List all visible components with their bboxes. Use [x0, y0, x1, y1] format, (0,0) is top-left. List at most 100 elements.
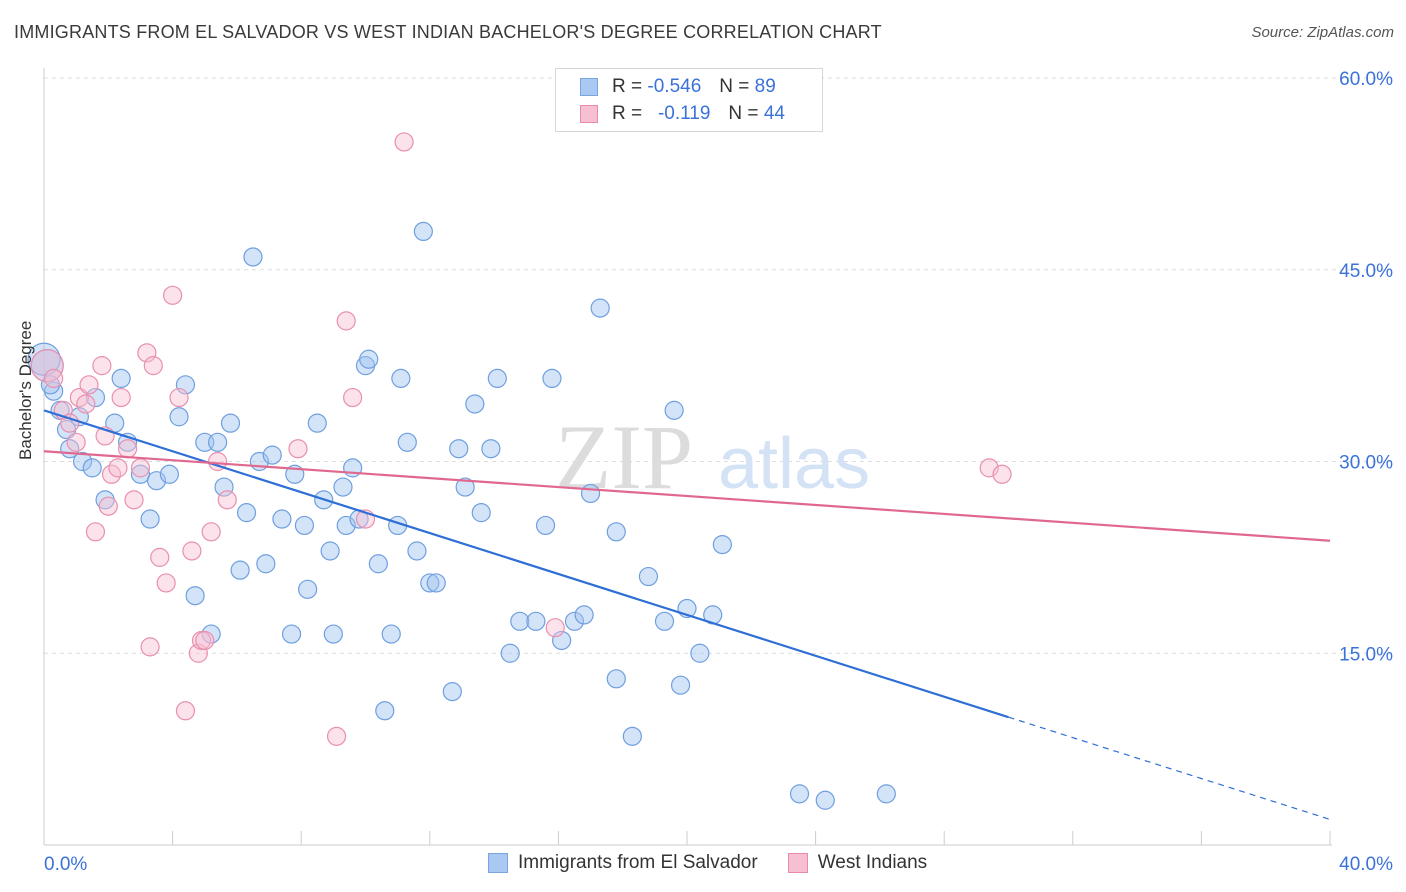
data-point	[130, 458, 151, 478]
data-point	[638, 566, 659, 587]
legend-item-el-salvador[interactable]: Immigrants from El Salvador	[488, 852, 758, 874]
data-point	[465, 394, 485, 414]
stats-row-west-indians: R = -0.119 N = 44	[580, 102, 785, 126]
r-label: R =	[612, 76, 643, 97]
data-point	[272, 509, 292, 529]
data-point	[343, 387, 363, 408]
y-axis-label: Bachelor's Degree	[16, 320, 35, 460]
data-point	[397, 432, 417, 452]
watermark-atlas: atlas	[718, 424, 870, 504]
data-point	[391, 368, 411, 389]
data-point	[394, 132, 414, 152]
x-tick-label: 0.0%	[44, 854, 87, 875]
data-point	[449, 439, 469, 459]
data-point	[30, 349, 64, 383]
n-value: 89	[754, 76, 776, 97]
data-point	[281, 624, 302, 644]
data-point	[580, 483, 601, 504]
data-point	[111, 368, 131, 389]
data-point	[407, 541, 427, 561]
data-point	[256, 554, 276, 574]
stats-legend: R = -0.546 N = 89 R = -0.119 N = 44	[555, 68, 823, 132]
r-value: -0.546	[647, 76, 702, 97]
data-point	[359, 349, 379, 369]
data-point	[236, 503, 257, 523]
data-point	[124, 490, 144, 510]
stats-swatch-blue	[580, 78, 598, 96]
data-point	[201, 522, 221, 542]
data-point	[169, 407, 189, 427]
stats-row-el-salvador: R = -0.546 N = 89	[580, 75, 776, 99]
data-point	[876, 784, 896, 804]
chart-title: IMMIGRANTS FROM EL SALVADOR VS WEST INDI…	[14, 22, 882, 42]
data-point	[60, 413, 80, 433]
data-point	[208, 432, 228, 452]
data-point	[230, 560, 250, 580]
data-point	[92, 356, 112, 376]
data-point	[420, 573, 440, 593]
data-point	[670, 675, 691, 695]
data-point	[82, 458, 102, 478]
data-point	[288, 439, 308, 459]
y-tick-label: 60.0%	[1339, 69, 1393, 90]
data-point	[169, 387, 189, 408]
data-point	[214, 477, 234, 497]
data-point	[262, 445, 282, 465]
data-point	[150, 547, 170, 567]
trend-line-1	[43, 450, 1331, 542]
data-point	[85, 522, 106, 542]
data-point	[368, 554, 388, 574]
data-point	[117, 439, 138, 459]
y-tick-label: 30.0%	[1339, 453, 1393, 474]
data-point	[487, 368, 507, 389]
y-tick-label: 15.0%	[1339, 644, 1393, 665]
data-point	[307, 413, 327, 433]
data-point	[320, 541, 340, 561]
legend-label: West Indians	[817, 852, 928, 873]
data-point	[175, 701, 196, 721]
series-0	[27, 221, 896, 810]
data-point	[664, 400, 684, 420]
trend-line-extension-0	[1008, 716, 1331, 821]
data-point	[79, 375, 99, 395]
data-point	[455, 477, 475, 497]
data-point	[481, 439, 501, 459]
data-point	[163, 285, 183, 305]
data-point	[471, 503, 491, 523]
data-point	[243, 247, 263, 267]
data-point	[140, 509, 160, 529]
data-point	[159, 464, 179, 484]
data-point	[298, 579, 318, 599]
data-point	[654, 611, 675, 631]
data-point	[413, 221, 433, 241]
series-1	[30, 132, 1012, 746]
data-point	[535, 515, 556, 536]
n-label: N =	[728, 103, 759, 124]
legend-label: Immigrants from El Salvador	[518, 852, 758, 873]
data-point	[712, 534, 732, 555]
data-point	[185, 586, 205, 606]
data-point	[143, 356, 163, 376]
data-point	[590, 298, 610, 318]
data-point	[690, 643, 710, 663]
data-point	[574, 605, 594, 625]
data-point	[76, 394, 96, 414]
data-point	[526, 611, 546, 631]
r-value: -0.119	[657, 103, 711, 124]
data-point	[510, 611, 530, 631]
data-point	[140, 637, 160, 657]
legend-item-west-indians[interactable]: West Indians	[787, 852, 928, 874]
x-tick-label: 40.0%	[1339, 854, 1393, 875]
data-point	[789, 784, 810, 804]
data-point	[66, 432, 86, 452]
n-value: 44	[763, 103, 785, 124]
data-point	[375, 701, 395, 721]
data-point	[108, 458, 128, 478]
source-label: Source: ZipAtlas.com	[1251, 24, 1394, 41]
data-point	[220, 413, 241, 433]
series-legend: Immigrants from El Salvador West Indians	[488, 852, 957, 874]
data-point	[156, 573, 176, 593]
data-point	[992, 464, 1012, 484]
data-point	[72, 451, 93, 472]
